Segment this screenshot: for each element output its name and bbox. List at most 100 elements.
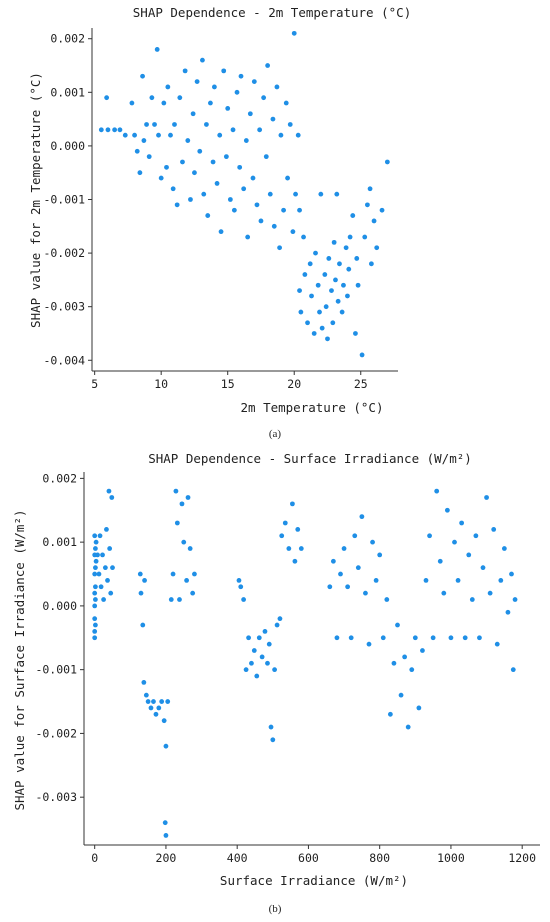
data-point (93, 539, 99, 545)
data-point (285, 175, 290, 181)
y-tick-label: 0.000 (42, 599, 77, 613)
data-point (298, 309, 304, 315)
data-point (512, 597, 518, 602)
data-point (256, 635, 262, 641)
data-point (104, 95, 110, 101)
x-tick-label: 1000 (437, 851, 465, 865)
data-point (234, 89, 240, 95)
data-point (297, 207, 302, 213)
data-point (309, 293, 314, 299)
data-point (274, 622, 280, 628)
chart-b-title: SHAP Dependence - Surface Irradiance (W/… (148, 451, 472, 466)
chart-a-points (98, 30, 390, 358)
data-point (337, 261, 342, 267)
data-point (93, 565, 98, 571)
data-point (218, 229, 224, 235)
data-point (509, 571, 514, 577)
data-point (141, 680, 147, 685)
data-point (341, 546, 347, 551)
data-point (480, 565, 486, 571)
data-point (448, 635, 454, 641)
data-point (156, 705, 162, 711)
data-point (212, 84, 217, 90)
data-point (184, 577, 190, 583)
y-tick-label: -0.003 (35, 790, 77, 804)
data-point (359, 352, 365, 358)
chart-a-title: SHAP Dependence - 2m Temperature (°C) (133, 5, 411, 20)
data-point (313, 250, 318, 256)
data-point (214, 181, 220, 186)
data-point (152, 122, 157, 127)
data-point (416, 705, 422, 711)
data-point (200, 57, 205, 63)
data-point (412, 635, 418, 641)
data-point (173, 488, 179, 494)
data-point (455, 577, 461, 583)
data-point (208, 100, 213, 106)
data-point (174, 202, 180, 208)
data-point (104, 526, 109, 532)
data-point (437, 558, 443, 564)
y-tick-label: 0.001 (42, 535, 77, 549)
data-point (257, 127, 263, 133)
data-point (430, 635, 436, 641)
data-point (290, 229, 296, 235)
data-point (335, 298, 341, 304)
data-point (326, 256, 332, 261)
data-point (254, 202, 260, 208)
data-point (190, 590, 196, 596)
data-point (181, 539, 187, 545)
data-point (201, 191, 207, 197)
data-point (270, 116, 276, 122)
data-point (491, 526, 497, 532)
data-point (477, 635, 482, 641)
data-point (165, 699, 171, 704)
data-point (423, 577, 429, 583)
data-point (323, 304, 329, 310)
data-point (142, 577, 147, 583)
data-point (92, 603, 98, 609)
data-point (444, 507, 450, 513)
data-point (293, 191, 298, 197)
data-point (187, 546, 193, 551)
data-point (277, 616, 283, 622)
data-point (170, 186, 176, 192)
chart-a-x-label: 2m Temperature (°C) (241, 400, 384, 415)
data-point (341, 282, 346, 288)
data-point (231, 207, 237, 213)
data-point (145, 699, 151, 704)
data-point (333, 277, 338, 283)
data-point (112, 127, 118, 133)
chart-a-y-ticks: 0.002 0.001 0.000 -0.001 -0.002 -0.003 -0.004 (43, 32, 92, 367)
data-point (163, 833, 169, 838)
data-point (106, 488, 112, 494)
data-point (245, 234, 251, 240)
data-point (238, 73, 244, 79)
data-point (144, 122, 149, 127)
data-point (188, 197, 193, 202)
data-point (263, 154, 269, 160)
data-point (179, 501, 185, 507)
data-point (254, 673, 260, 679)
data-point (110, 565, 115, 571)
data-point (339, 309, 345, 315)
data-point (367, 186, 373, 192)
data-point (151, 699, 156, 704)
data-point (141, 138, 147, 143)
data-point (117, 127, 123, 133)
data-point (379, 207, 385, 213)
data-point (159, 699, 165, 704)
data-point (355, 565, 361, 571)
data-point (158, 175, 164, 181)
data-point (384, 159, 390, 165)
data-point (277, 245, 282, 251)
data-point (434, 488, 440, 494)
data-point (262, 629, 268, 634)
data-point (177, 597, 182, 602)
data-point (108, 590, 114, 596)
data-point (469, 597, 475, 602)
data-point (345, 584, 351, 590)
data-point (398, 692, 404, 698)
data-point (180, 159, 185, 165)
y-tick-label: -0.001 (43, 193, 85, 207)
